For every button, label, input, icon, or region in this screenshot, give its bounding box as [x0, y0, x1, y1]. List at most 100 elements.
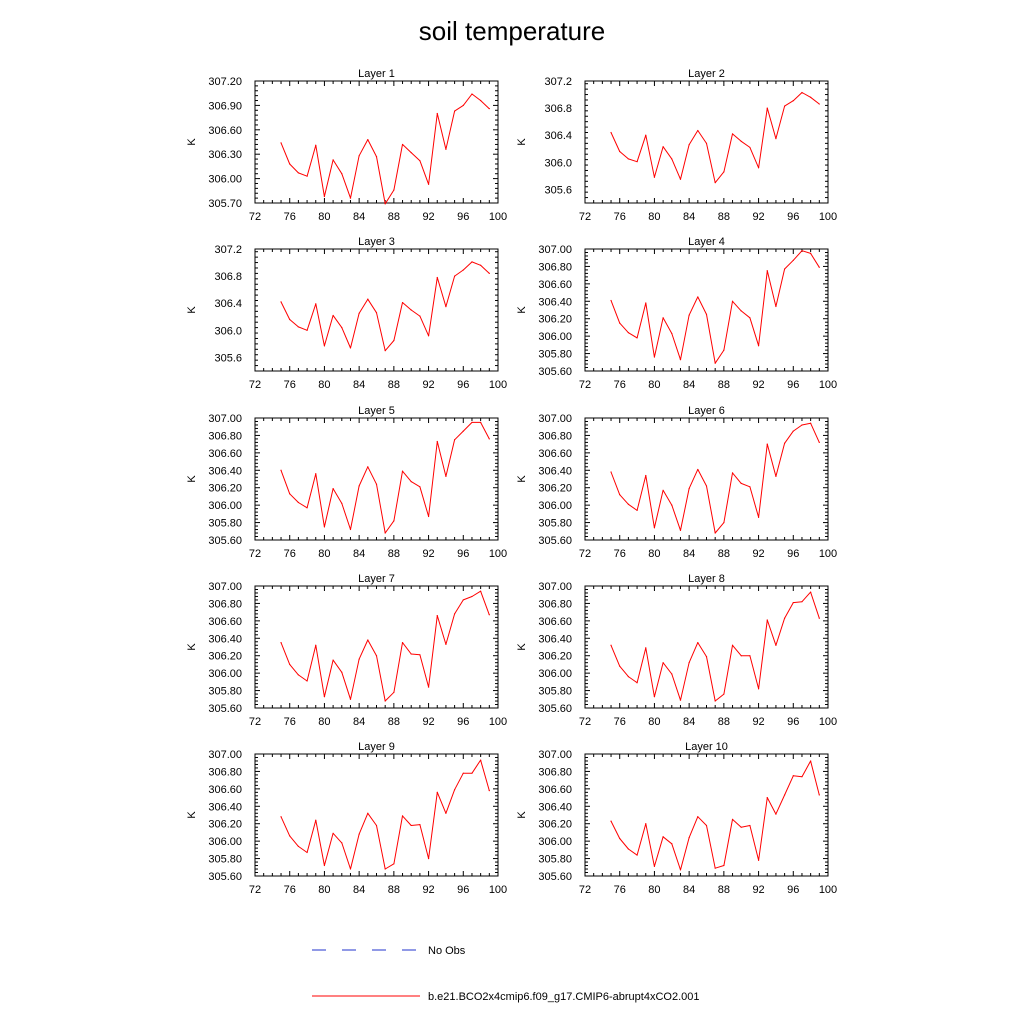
- x-tick-label: 88: [388, 716, 400, 728]
- y-tick-label: 306.4: [544, 130, 572, 142]
- data-point: [297, 326, 299, 328]
- data-point: [766, 270, 768, 272]
- y-tick-label: 305.60: [208, 703, 242, 715]
- data-point: [323, 345, 326, 347]
- data-point: [289, 318, 291, 321]
- x-tick-label: 88: [388, 379, 400, 391]
- y-tick-label: 306.20: [538, 651, 572, 663]
- series-line-1: [610, 591, 820, 702]
- data-point: [297, 845, 299, 847]
- figure-title: soil temperature: [419, 16, 605, 46]
- data-point: [749, 146, 751, 149]
- data-point: [810, 96, 812, 98]
- data-point: [714, 700, 716, 702]
- data-point: [662, 662, 664, 664]
- x-tick-label: 92: [752, 884, 764, 896]
- x-tick-label: 80: [648, 379, 660, 391]
- data-point: [688, 837, 690, 839]
- x-tick-label: 72: [579, 884, 591, 896]
- y-tick-label: 305.80: [208, 686, 242, 698]
- y-tick-label: 305.80: [538, 518, 572, 530]
- x-tick-label: 88: [388, 548, 400, 560]
- data-point: [332, 314, 334, 317]
- data-point: [315, 644, 317, 646]
- data-point: [818, 617, 820, 619]
- data-point: [731, 133, 734, 135]
- data-point: [671, 504, 673, 506]
- y-tick-label: 306.80: [208, 766, 242, 778]
- x-tick-label: 100: [489, 379, 507, 391]
- x-tick-label: 88: [388, 884, 400, 896]
- x-tick-label: 88: [718, 548, 730, 560]
- y-tick-label: 306.40: [538, 296, 572, 308]
- plot-frame: [584, 417, 829, 541]
- data-point: [393, 189, 395, 191]
- data-point: [619, 150, 621, 153]
- x-tick-label: 80: [648, 548, 660, 560]
- y-tick-label: 305.80: [208, 518, 242, 530]
- data-point: [384, 700, 386, 702]
- data-point: [436, 615, 438, 617]
- data-point: [375, 312, 378, 314]
- panel-layer-8: Layer 8 K 72 76 80 84 88 92 96 100 305.60 305.80 306…: [516, 573, 837, 728]
- data-point: [427, 686, 430, 688]
- data-point: [480, 759, 482, 761]
- x-tick-label: 96: [787, 548, 799, 560]
- x-tick-label: 76: [284, 884, 296, 896]
- data-point: [801, 250, 803, 252]
- data-point: [610, 644, 612, 646]
- y-tick-label: 306.40: [538, 633, 572, 645]
- data-point: [662, 836, 664, 838]
- y-tick-label: 305.80: [538, 349, 572, 361]
- x-tick-label: 72: [579, 211, 591, 223]
- panel-title: Layer 8: [688, 573, 725, 585]
- data-point: [454, 439, 456, 441]
- data-point: [367, 298, 369, 300]
- x-tick-label: 92: [752, 716, 764, 728]
- data-point: [480, 264, 482, 266]
- x-tick-label: 96: [787, 716, 799, 728]
- y-tick-label: 307.00: [538, 413, 572, 425]
- data-point: [653, 527, 656, 529]
- series-line-1: [610, 760, 820, 871]
- data-point: [410, 309, 412, 311]
- x-tick-label: 100: [819, 716, 837, 728]
- data-point: [653, 865, 656, 868]
- x-tick-label: 92: [422, 379, 434, 391]
- data-point: [740, 140, 742, 142]
- data-point: [731, 644, 734, 646]
- x-tick-label: 96: [787, 379, 799, 391]
- data-point: [410, 151, 412, 154]
- y-tick-label: 306.40: [538, 465, 572, 477]
- data-point: [445, 148, 447, 150]
- data-point: [280, 469, 282, 471]
- legend-no-obs-label: No Obs: [428, 945, 466, 957]
- x-tick-label: 100: [819, 548, 837, 560]
- data-point: [679, 529, 682, 532]
- x-tick-label: 96: [457, 716, 469, 728]
- data-point: [315, 473, 317, 475]
- y-tick-label: 306.60: [208, 125, 242, 137]
- data-point: [645, 647, 647, 649]
- data-point: [740, 655, 742, 657]
- y-tick-label: 307.2: [214, 244, 242, 256]
- data-point: [306, 851, 308, 854]
- data-point: [488, 108, 490, 110]
- y-tick-label: 306.20: [538, 483, 572, 495]
- data-point: [280, 142, 282, 144]
- data-point: [705, 824, 708, 827]
- series-line-1: [610, 250, 820, 364]
- data-point: [280, 816, 282, 818]
- x-tick-label: 100: [819, 379, 837, 391]
- data-point: [766, 443, 768, 445]
- y-tick-label: 307.00: [538, 244, 572, 256]
- data-point: [332, 159, 334, 161]
- panel-title: Layer 9: [358, 741, 395, 753]
- x-tick-label: 84: [353, 379, 365, 391]
- data-point: [671, 843, 673, 845]
- y-tick-label: 306.30: [208, 149, 242, 161]
- data-point: [419, 654, 421, 656]
- data-point: [367, 466, 369, 468]
- y-axis-label: K: [186, 138, 198, 146]
- y-tick-label: 305.60: [538, 535, 572, 547]
